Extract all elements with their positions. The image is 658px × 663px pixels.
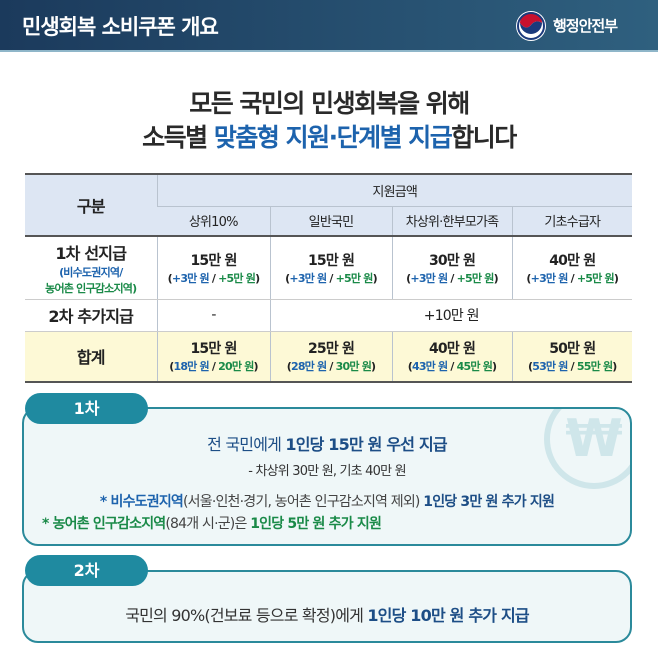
- column-header: 일반국민: [269, 206, 392, 236]
- header-bar: 민생회복 소비쿠폰 개요 행정안전부: [0, 0, 658, 52]
- amount-green: 45만 원: [456, 360, 493, 374]
- column-header: 차상위·한부모가족: [391, 206, 512, 236]
- amount-blue: +3만 원: [530, 271, 569, 285]
- table-cell: +10만 원: [269, 299, 632, 332]
- amount-blue: +3만 원: [289, 271, 327, 285]
- text: (84개 시·군)은: [165, 516, 251, 532]
- phase1-note2: * 농어촌 인구감소지역(84개 시·군)은 1인당 5만 원 추가 지원: [24, 513, 630, 533]
- phase1-note1: * 비수도권지역(서울·인천·경기, 농어촌 인구감소지역 제외) 1인당 3만…: [24, 491, 630, 511]
- table-cell: 25만 원 (28만 원 / 30만 원): [269, 331, 392, 383]
- table-cell: 40만 원 (+3만 원 / +5만 원): [511, 235, 632, 300]
- amount-blue: +3만 원: [171, 271, 210, 285]
- headline-accent: 맞춤형 지원·단계별 지급: [213, 123, 453, 152]
- amount: 15만 원: [190, 252, 237, 269]
- amount-green: +5만 원: [335, 271, 374, 285]
- amount-green: 55만 원: [576, 360, 613, 374]
- row-label: 2차 추가지급: [25, 299, 157, 332]
- text-bold: * 비수도권지역: [99, 494, 184, 510]
- table-row: 2차 추가지급 - +10만 원: [25, 299, 632, 332]
- amount-green: +5만 원: [456, 271, 495, 285]
- phase2-main: 국민의 90%(건보료 등으로 확정)에게 1인당 10만 원 추가 지급: [24, 602, 630, 626]
- won-icon: ₩: [544, 409, 630, 489]
- amount-extra: (+3만 원 / +5만 원): [526, 271, 619, 285]
- table-cell: 15만 원 (+3만 원 / +5만 원): [269, 235, 392, 300]
- text-bold: 1인당 15만 원 우선 지급: [285, 435, 447, 454]
- government-emblem-icon: [516, 11, 546, 41]
- headline-text: 합니다: [451, 123, 517, 152]
- phase1-tab: 1차: [25, 393, 148, 424]
- amount-blue: 28만 원: [290, 360, 327, 374]
- row-label: 1차 선지급 (비수도권지역/농어촌 인구감소지역): [25, 235, 157, 300]
- amount-extra: (18만 원 / 20만 원): [169, 360, 258, 374]
- row-label-text: 1차 선지급: [55, 243, 127, 263]
- column-header: 기초수급자: [511, 206, 632, 236]
- table-row: 합계 15만 원 (18만 원 / 20만 원) 25만 원 (28만 원 / 30만…: [25, 331, 632, 383]
- text: (서울·인천·경기, 농어촌 인구감소지역 제외): [183, 494, 424, 510]
- text-bold: 1인당 5만 원 추가 지원: [250, 516, 382, 532]
- table-cell: 50만 원 (53만 원 / 55만 원): [511, 331, 632, 383]
- text-bold: 1인당 10만 원 추가 지급: [367, 606, 529, 625]
- amount: 25만 원: [307, 341, 355, 358]
- table-cell: -: [156, 299, 270, 332]
- amount: 40만 원: [428, 341, 476, 358]
- amount-extra: (28만 원 / 30만 원): [286, 360, 376, 374]
- amount-extra: (+3만 원 / +5만 원): [285, 271, 377, 285]
- text: 국민의 90%(건보료 등으로 확정)에게: [125, 606, 368, 625]
- amount: 30만 원: [428, 252, 476, 269]
- amount-green: +5만 원: [576, 271, 615, 285]
- amount-header: 지원금액: [156, 174, 632, 207]
- table-row: 1차 선지급 (비수도권지역/농어촌 인구감소지역) 15만 원 (+3만 원 / …: [25, 235, 632, 300]
- text: 전 국민에게: [207, 435, 286, 454]
- amount: 15만 원: [190, 341, 237, 358]
- amount-blue: +3만 원: [410, 271, 448, 285]
- amount: 15만 원: [307, 252, 355, 269]
- row-sub-blue: (비수도권지역/: [59, 265, 123, 279]
- table-cell: 15만 원 (+3만 원 / +5만 원): [156, 235, 270, 300]
- text-bold: * 농어촌 인구감소지역: [42, 516, 166, 532]
- table-cell: 40만 원 (43만 원 / 45만 원): [391, 331, 512, 383]
- amount-blue: 53만 원: [532, 360, 568, 374]
- amount-extra: (53만 원 / 55만 원): [527, 360, 617, 374]
- amount-green: +5만 원: [218, 271, 256, 285]
- amount-blue: 18만 원: [173, 360, 209, 374]
- headline-line1: 모든 국민의 민생회복을 위해: [189, 89, 470, 118]
- amount: 40만 원: [549, 252, 596, 269]
- headline-text: 소득별: [142, 123, 214, 152]
- text-bold: 1인당 3만 원 추가 지원: [423, 494, 555, 510]
- column-header: 상위10%: [157, 206, 270, 236]
- ministry-name: 행정안전부: [553, 17, 618, 35]
- phase2-tab: 2차: [25, 555, 148, 586]
- amount-green: 20만 원: [218, 360, 254, 374]
- amount: 50만 원: [549, 341, 596, 358]
- phase1-main: 전 국민에게 1인당 15만 원 우선 지급: [24, 431, 630, 455]
- amount-extra: (+3만 원 / +5만 원): [406, 271, 498, 285]
- amount-green: 30만 원: [335, 360, 372, 374]
- phase1-sub: - 차상위 30만 원, 기초 40만 원: [248, 464, 406, 479]
- table-cell: 15만 원 (18만 원 / 20만 원): [156, 331, 270, 383]
- amount-extra: (+3만 원 / +5만 원): [167, 271, 260, 285]
- row-sub-green: 농어촌 인구감소지역): [45, 281, 137, 295]
- phase2-box: 국민의 90%(건보료 등으로 확정)에게 1인당 10만 원 추가 지급: [22, 570, 632, 643]
- category-header: 구분: [25, 174, 157, 237]
- support-table: 구분 지원금액 상위10% 일반국민 차상위·한부모가족 기초수급자 1차 선지…: [25, 173, 632, 383]
- headline-line2: 소득별 맞춤형 지원·단계별 지급합니다: [0, 118, 658, 154]
- page-title: 민생회복 소비쿠폰 개요: [22, 15, 219, 39]
- amount-blue: 43만 원: [411, 360, 448, 374]
- table-cell: 30만 원 (+3만 원 / +5만 원): [391, 235, 512, 300]
- amount-extra: (43만 원 / 45만 원): [407, 360, 497, 374]
- phase1-box: ₩ 전 국민에게 1인당 15만 원 우선 지급 - 차상위 30만 원, 기초…: [22, 407, 632, 546]
- row-label: 합계: [25, 331, 157, 383]
